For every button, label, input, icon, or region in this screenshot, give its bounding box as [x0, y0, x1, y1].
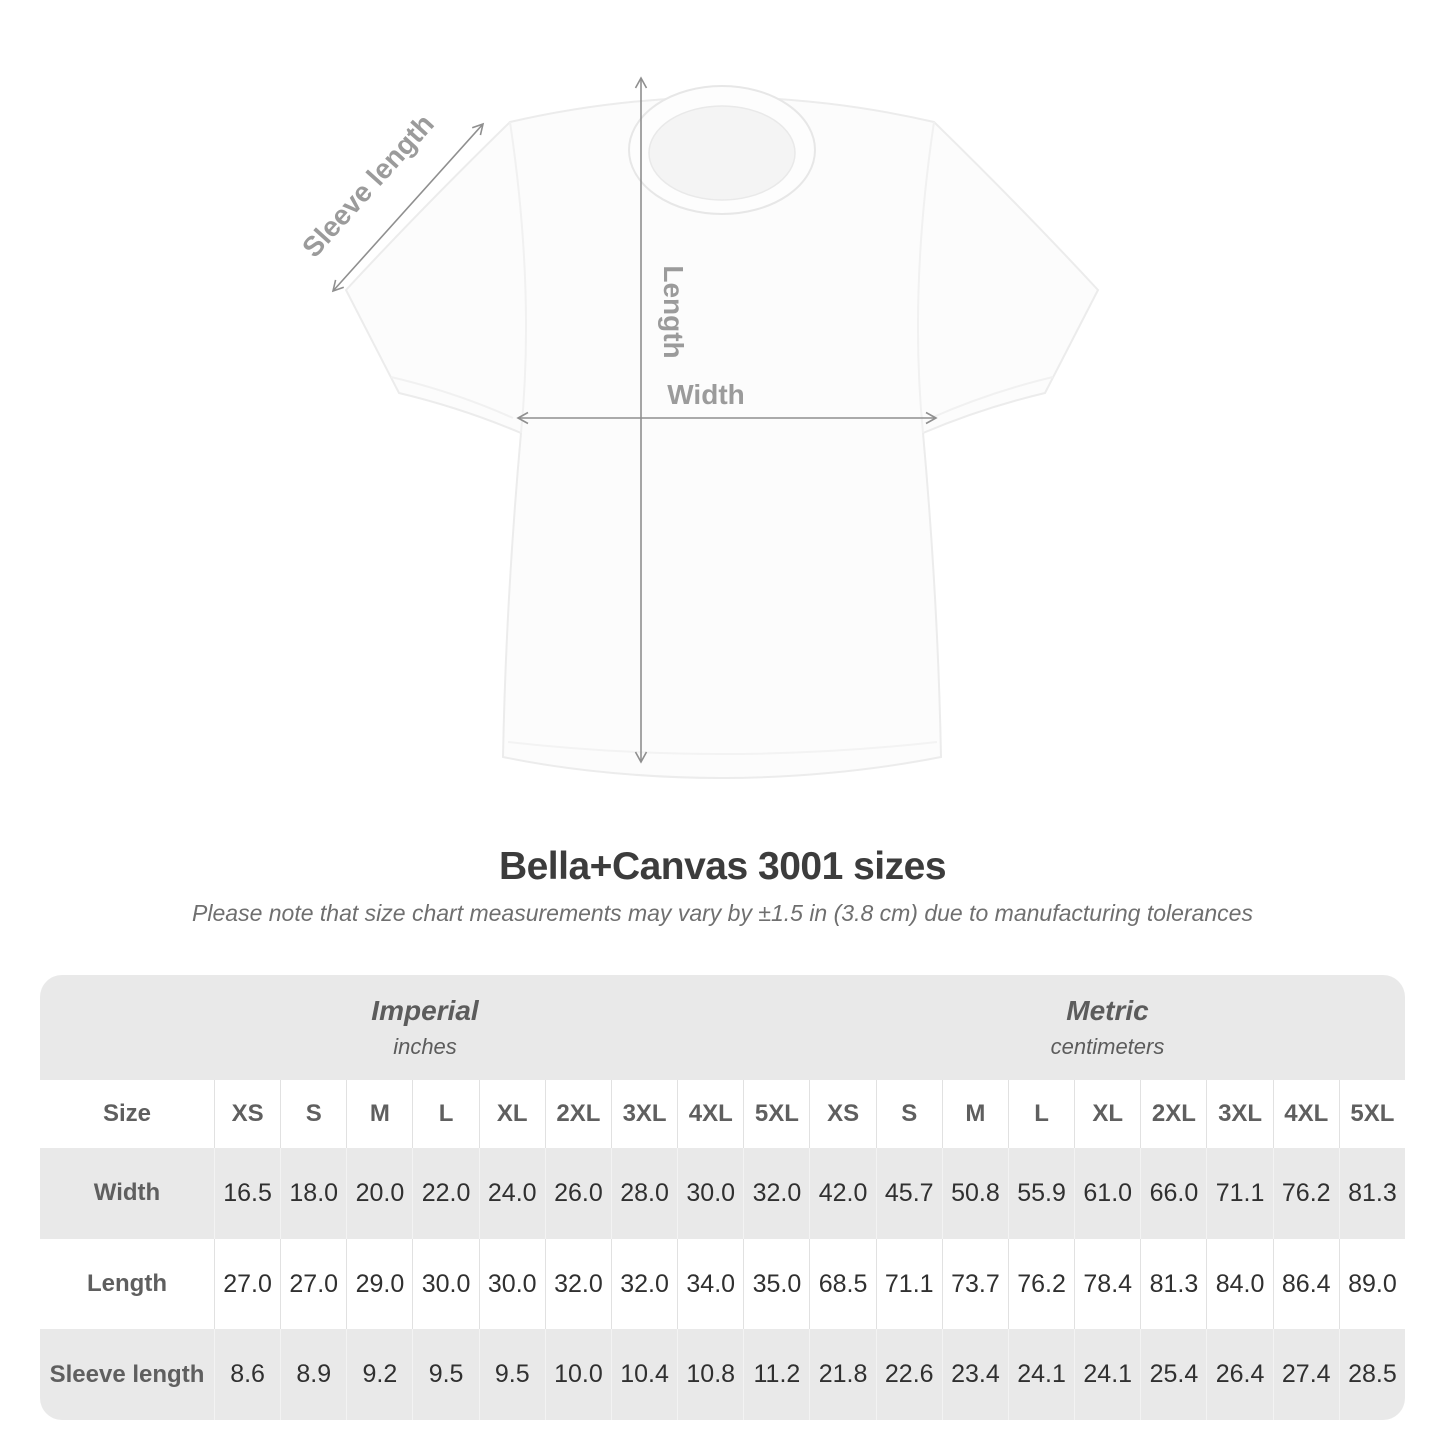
table-row-length: Length 27.0 27.0 29.0 30.0 30.0 32.0 32.0 34.0 3…: [40, 1238, 1405, 1330]
size-header-cell: S: [280, 1080, 346, 1148]
size-header-cell: M: [941, 1080, 1008, 1148]
value-cell: 66.0: [1140, 1148, 1206, 1239]
size-header-cell: 5XL: [1338, 1080, 1405, 1148]
value-cell: 29.0: [346, 1238, 412, 1330]
table-row-sleeve-length: Sleeve length 8.6 8.9 9.2 9.5 9.5 10.0 10.4 10.…: [40, 1329, 1405, 1420]
value-cell: 28.5: [1338, 1329, 1405, 1420]
value-cell: 24.1: [1074, 1329, 1140, 1420]
value-cell: 89.0: [1338, 1238, 1405, 1330]
value-cell: 9.5: [478, 1329, 545, 1420]
imperial-label: Imperial: [371, 995, 479, 1026]
value-cell: 71.1: [875, 1238, 942, 1330]
value-cell: 8.9: [280, 1329, 346, 1420]
value-cell: 21.8: [809, 1329, 875, 1420]
metric-header: Metric centimeters: [810, 975, 1405, 1080]
value-cell: 30.0: [677, 1148, 743, 1239]
value-cell: 81.3: [1338, 1148, 1405, 1239]
value-cell: 11.2: [743, 1329, 809, 1420]
value-cell: 27.4: [1272, 1329, 1339, 1420]
value-cell: 61.0: [1074, 1148, 1140, 1239]
value-cell: 73.7: [941, 1238, 1008, 1330]
metric-label: Metric: [1066, 995, 1149, 1026]
size-column-header: Size: [102, 1100, 152, 1127]
value-cell: 42.0: [809, 1148, 875, 1239]
value-cell: 24.1: [1007, 1329, 1074, 1420]
value-cell: 9.2: [346, 1329, 412, 1420]
value-cell: 30.0: [412, 1238, 478, 1330]
imperial-header: Imperial inches: [40, 975, 810, 1080]
size-header-cell: XS: [214, 1080, 280, 1148]
value-cell: 26.4: [1206, 1329, 1272, 1420]
value-cell: 22.0: [412, 1148, 478, 1239]
value-cell: 35.0: [743, 1238, 809, 1330]
tolerance-note: Please note that size chart measurements…: [192, 900, 1253, 926]
value-cell: 23.4: [941, 1329, 1008, 1420]
tshirt-svg: Sleeve length Length Width: [296, 76, 1100, 780]
value-cell: 76.2: [1272, 1148, 1339, 1239]
width-label: Width: [667, 379, 745, 410]
size-header-cell: S: [875, 1080, 942, 1148]
size-header-cell: 3XL: [610, 1080, 677, 1148]
size-header-cell: L: [412, 1080, 478, 1148]
imperial-sublabel: inches: [393, 1034, 457, 1059]
value-cell: 86.4: [1272, 1238, 1339, 1330]
size-header-cell: 4XL: [1272, 1080, 1339, 1148]
value-cell: 32.0: [610, 1238, 677, 1330]
value-cell: 20.0: [346, 1148, 412, 1239]
unit-header-band: Imperial inches Metric centimeters: [40, 975, 1405, 1080]
value-cell: 45.7: [875, 1148, 942, 1239]
value-cell: 71.1: [1206, 1148, 1272, 1239]
tshirt-measurement-diagram: Sleeve length Length Width: [296, 76, 1100, 780]
value-cell: 78.4: [1074, 1238, 1140, 1330]
value-cell: 25.4: [1140, 1329, 1206, 1420]
value-cell: 81.3: [1140, 1238, 1206, 1330]
length-label: Length: [658, 265, 689, 358]
size-header-cell: 4XL: [677, 1080, 743, 1148]
value-cell: 50.8: [941, 1148, 1008, 1239]
value-cell: 16.5: [214, 1148, 280, 1239]
value-cell: 30.0: [478, 1238, 545, 1330]
size-header-row: Size XS S M L XL 2XL 3XL 4XL 5XL XS S M L XL 2XL 3XL 4XL…: [40, 1080, 1405, 1148]
size-header-cell: 3XL: [1206, 1080, 1272, 1148]
size-header-cell: XL: [1074, 1080, 1140, 1148]
value-cell: 68.5: [809, 1238, 875, 1330]
size-header-cell: L: [1007, 1080, 1074, 1148]
value-cell: 27.0: [280, 1238, 346, 1330]
value-cell: 9.5: [412, 1329, 478, 1420]
value-cell: 18.0: [280, 1148, 346, 1239]
value-cell: 22.6: [875, 1329, 942, 1420]
value-cell: 84.0: [1206, 1238, 1272, 1330]
tshirt-graphic: [344, 85, 1100, 780]
value-cell: 76.2: [1007, 1238, 1074, 1330]
value-cell: 55.9: [1007, 1148, 1074, 1239]
table-row-width: Width 16.5 18.0 20.0 22.0 24.0 26.0 28.0 30.0 32…: [40, 1148, 1405, 1239]
size-table: Imperial inches Metric centimeters Size …: [40, 975, 1405, 1420]
row-label-length: Length: [87, 1270, 167, 1297]
value-cell: 10.4: [610, 1329, 677, 1420]
row-label-sleeve-length: Sleeve length: [49, 1360, 205, 1388]
sleeve-length-arrow: [331, 122, 485, 293]
page-title: Bella+Canvas 3001 sizes: [498, 845, 947, 888]
value-cell: 34.0: [677, 1238, 743, 1330]
size-header-cell: XL: [478, 1080, 545, 1148]
value-cell: 26.0: [544, 1148, 611, 1239]
size-header-cell: 5XL: [743, 1080, 809, 1148]
size-header-cell: M: [346, 1080, 412, 1148]
value-cell: 8.6: [214, 1329, 280, 1420]
value-cell: 28.0: [610, 1148, 677, 1239]
value-cell: 24.0: [478, 1148, 545, 1239]
value-cell: 32.0: [743, 1148, 809, 1239]
metric-sublabel: centimeters: [1050, 1034, 1165, 1059]
collar-opening: [648, 105, 796, 201]
row-label-width: Width: [93, 1179, 161, 1207]
value-cell: 10.8: [677, 1329, 743, 1420]
value-cell: 32.0: [544, 1238, 611, 1330]
value-cell: 10.0: [544, 1329, 611, 1420]
headline: Bella+Canvas 3001 sizes Please note that…: [0, 845, 1445, 927]
size-header-cell: 2XL: [544, 1080, 611, 1148]
value-cell: 27.0: [214, 1238, 280, 1330]
size-header-cell: 2XL: [1140, 1080, 1206, 1148]
size-header-cell: XS: [809, 1080, 875, 1148]
